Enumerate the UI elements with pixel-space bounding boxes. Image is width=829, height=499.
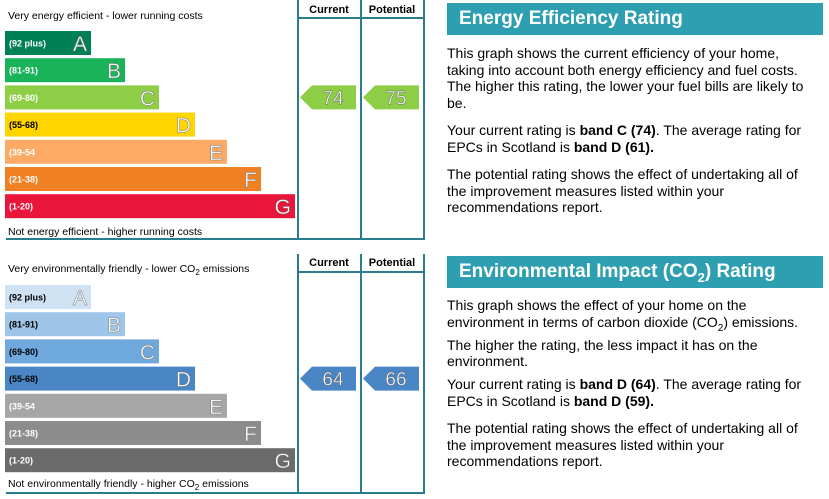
energy-band-range-g: (1-20) bbox=[9, 202, 33, 212]
energy-band-bar-b bbox=[5, 58, 125, 83]
energy-description: This graph shows the current efficiency … bbox=[447, 45, 804, 111]
energy-band-letter-c: C bbox=[140, 87, 155, 110]
environment-bottom-caption: Not environmentally friendly - higher CO… bbox=[8, 478, 249, 493]
environment-band-bar-d bbox=[5, 366, 195, 391]
energy-band-range-a: (92 plus) bbox=[9, 39, 46, 49]
energy-band-range-c: (69-80) bbox=[9, 93, 38, 103]
energy-current-rating-value: 74 bbox=[322, 88, 344, 109]
environment-band-letter-d: D bbox=[176, 369, 191, 392]
environment-band-bar-a bbox=[5, 285, 91, 309]
energy-band-range-b: (81-91) bbox=[9, 66, 38, 76]
energy-potential-text: The potential rating shows the effect of… bbox=[447, 166, 798, 215]
energy-band-range-e: (39-54 bbox=[9, 147, 35, 157]
environment-potential-header: Potential bbox=[368, 257, 416, 269]
environment-band-bar-e bbox=[5, 393, 227, 418]
environment-heading: Environmental Impact (CO2) Rating bbox=[447, 256, 823, 288]
environment-band-letter-a: A bbox=[73, 287, 87, 310]
environment-band-bar-c bbox=[5, 339, 159, 364]
environment-band-letter-e: E bbox=[209, 396, 223, 419]
energy-current-header: Current bbox=[309, 4, 349, 16]
energy-band-letter-d: D bbox=[176, 115, 191, 138]
energy-band-bar-a bbox=[5, 31, 91, 55]
environment-band-range-b: (81-91) bbox=[9, 320, 38, 330]
environment-current-rating-text: Your current rating is band D (64). The … bbox=[447, 376, 802, 409]
energy-potential-rating-value: 75 bbox=[385, 88, 406, 109]
environment-band-range-e: (39-54 bbox=[9, 401, 35, 411]
energy-potential-rating-arrow bbox=[363, 85, 419, 110]
energy-band-bar-c bbox=[5, 85, 159, 110]
environment-top-caption: Very environmentally friendly - lower CO… bbox=[8, 263, 250, 278]
environment-current-rating-value: 64 bbox=[322, 370, 344, 391]
environment-band-bar-f bbox=[5, 421, 261, 445]
energy-band-letter-b: B bbox=[107, 60, 121, 83]
environment-rating-panel bbox=[6, 254, 425, 494]
energy-band-range-f: (21-38) bbox=[9, 175, 38, 185]
energy-band-letter-a: A bbox=[73, 33, 87, 56]
energy-current-rating-arrow bbox=[300, 85, 356, 110]
environment-potential-text: The potential rating shows the effect of… bbox=[447, 420, 798, 469]
energy-rating-panel bbox=[6, 0, 425, 240]
environment-band-range-d: (55-68) bbox=[9, 374, 38, 384]
energy-band-bar-f bbox=[5, 167, 261, 191]
energy-band-bar-d bbox=[5, 112, 195, 137]
environment-description: This graph shows the effect of your home… bbox=[447, 297, 799, 370]
energy-band-letter-f: F bbox=[244, 169, 257, 192]
environment-band-letter-g: G bbox=[275, 450, 291, 473]
environment-band-letter-b: B bbox=[107, 314, 121, 337]
environment-band-range-f: (21-38) bbox=[9, 429, 38, 439]
environment-band-range-c: (69-80) bbox=[9, 347, 38, 357]
energy-potential-header: Potential bbox=[368, 4, 416, 16]
environment-band-bar-g bbox=[5, 448, 295, 473]
environment-band-bar-b bbox=[5, 312, 125, 337]
environment-band-range-a: (92 plus) bbox=[9, 293, 46, 303]
environment-current-header: Current bbox=[309, 257, 349, 269]
energy-band-range-d: (55-68) bbox=[9, 120, 38, 130]
energy-band-bar-e bbox=[5, 139, 227, 164]
environment-band-letter-c: C bbox=[140, 341, 155, 364]
energy-top-caption: Very energy efficient - lower running co… bbox=[8, 10, 203, 22]
energy-band-letter-e: E bbox=[209, 142, 223, 165]
energy-current-rating-text: Your current rating is band C (74). The … bbox=[447, 122, 802, 155]
environment-band-range-g: (1-20) bbox=[9, 456, 33, 466]
energy-heading: Energy Efficiency Rating bbox=[447, 3, 823, 35]
environment-potential-rating-value: 66 bbox=[385, 370, 406, 391]
energy-bottom-caption: Not energy efficient - higher running co… bbox=[8, 226, 203, 238]
environment-current-rating-arrow bbox=[300, 366, 356, 391]
energy-band-letter-g: G bbox=[275, 196, 291, 219]
environment-rating-chart: (92 plus) A (81-91) B (69-80) C (55-68) D (39-54… bbox=[5, 254, 424, 494]
energy-band-bar-g bbox=[5, 194, 295, 219]
environment-potential-rating-arrow bbox=[363, 366, 419, 391]
environment-band-letter-f: F bbox=[244, 423, 257, 446]
energy-rating-chart: (92 plus) A (81-91) B (69-80) C (55-68) D (39-54… bbox=[5, 0, 424, 240]
